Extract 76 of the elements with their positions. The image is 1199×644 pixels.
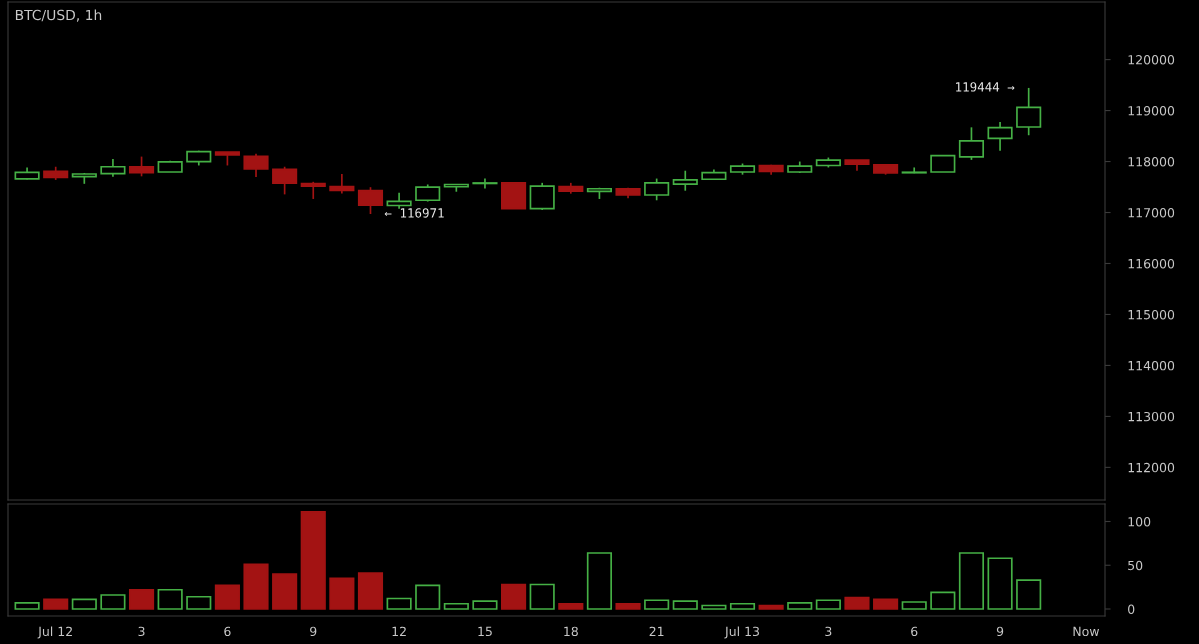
bar xyxy=(14,602,40,610)
bar xyxy=(329,577,355,610)
x-tick-label: 6 xyxy=(911,626,918,637)
x-tick-label: 15 xyxy=(478,626,492,637)
bar xyxy=(243,563,269,610)
candlestick xyxy=(128,155,155,178)
bar xyxy=(501,583,527,610)
bar xyxy=(815,599,841,610)
bar xyxy=(586,552,612,610)
bar xyxy=(558,602,584,610)
y-tick-label: 113000 xyxy=(1128,411,1175,422)
candlestick xyxy=(644,177,670,202)
x-tick-label: 9 xyxy=(996,626,1004,637)
y-tick-label: 117000 xyxy=(1128,207,1175,218)
bar xyxy=(930,591,956,610)
bar xyxy=(186,595,212,610)
x-tick-label: 21 xyxy=(649,626,664,636)
bar xyxy=(386,597,412,610)
bar xyxy=(701,604,727,610)
candlestick xyxy=(300,180,326,200)
bar xyxy=(644,599,670,610)
bar xyxy=(901,601,927,610)
y-tick-label: 116000 xyxy=(1128,258,1175,269)
bar xyxy=(787,602,813,610)
bar xyxy=(615,602,641,610)
candlestick xyxy=(987,121,1013,152)
candlestick xyxy=(357,186,384,215)
y-tick-label: 115000 xyxy=(1128,309,1175,320)
x-tick-label: 3 xyxy=(138,626,145,637)
x-tick-label: 6 xyxy=(224,626,231,637)
y-tick-label: 120000 xyxy=(1128,55,1175,65)
annotation: 119444 → xyxy=(956,82,1015,92)
bar xyxy=(958,552,985,610)
bar xyxy=(415,584,441,610)
bar xyxy=(43,598,69,610)
bar xyxy=(300,511,326,610)
x-tick-label: Jul 13 xyxy=(724,626,759,639)
bar xyxy=(272,573,298,610)
bar xyxy=(758,604,784,610)
candlestick xyxy=(329,173,355,195)
bar xyxy=(443,602,469,610)
bar xyxy=(472,600,498,610)
bar xyxy=(128,588,155,610)
y-tick-label: 100 xyxy=(1128,516,1151,527)
y-tick-label: 0 xyxy=(1128,604,1135,614)
bar xyxy=(100,594,126,610)
y-tick-label: 50 xyxy=(1128,560,1143,571)
y-tick-label: 119000 xyxy=(1128,106,1175,116)
x-tick-label: Now xyxy=(1073,626,1100,637)
x-tick-label: 3 xyxy=(825,626,832,637)
x-tick-label: Jul 12 xyxy=(37,626,72,639)
y-tick-label: 112000 xyxy=(1128,462,1175,473)
bar xyxy=(729,602,756,610)
bar xyxy=(1016,579,1042,610)
bar xyxy=(873,598,899,610)
candlestick xyxy=(672,169,698,192)
bar xyxy=(844,596,870,610)
candlestick xyxy=(1016,87,1042,137)
bar xyxy=(71,598,97,610)
chart-title: BTC/USD, 1h xyxy=(15,9,102,22)
x-tick-label: 18 xyxy=(564,626,578,637)
x-tick-label: 12 xyxy=(392,626,406,636)
bar xyxy=(987,557,1013,610)
candlestick xyxy=(529,182,555,211)
y-tick-label: 118000 xyxy=(1128,157,1175,167)
y-tick-label: 114000 xyxy=(1128,360,1175,371)
candlestick xyxy=(243,152,269,178)
bar xyxy=(157,588,183,610)
bar xyxy=(529,583,555,610)
candlestick xyxy=(272,165,298,196)
candlestick xyxy=(958,126,985,161)
bar xyxy=(672,600,698,610)
bar xyxy=(357,572,384,610)
bar xyxy=(214,584,240,610)
x-tick-label: 9 xyxy=(310,626,317,637)
annotation: ← 116971 xyxy=(384,208,444,218)
